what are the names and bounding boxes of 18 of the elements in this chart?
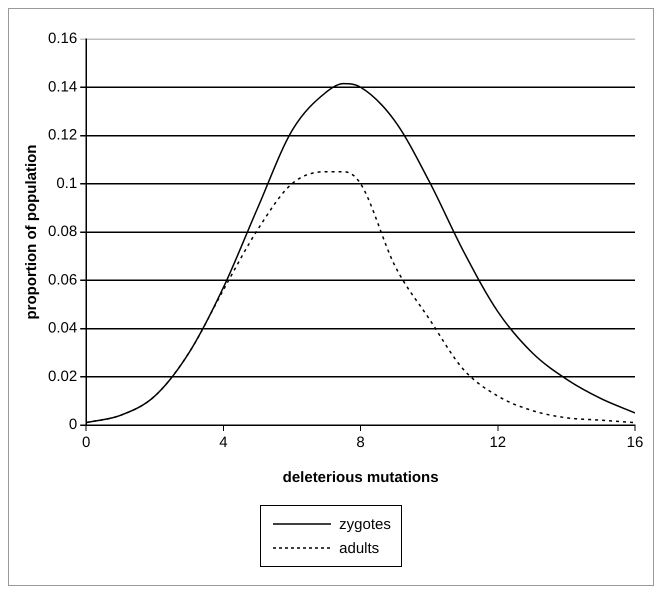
y-axis-title: proportion of population [23,144,40,320]
y-tick-label: 0.06 [48,271,78,288]
x-tick-label: 4 [219,434,228,452]
y-tick-label: 0.1 [56,174,78,192]
y-tick-label: 0 [68,416,78,434]
y-tick-label: 0.16 [48,30,78,48]
x-tick-label: 8 [356,434,365,452]
y-tick-label: 0.12 [48,126,78,144]
y-tick-label: 0.02 [48,368,78,385]
y-tick-label: 0.08 [48,223,78,240]
x-tick-label: 0 [82,434,90,452]
y-tick-label: 0.14 [48,78,78,96]
legend-label: adults [339,540,380,556]
x-axis-title: deleterious mutations [282,469,439,486]
x-tick-label: 12 [489,434,506,452]
x-tick-label: 16 [626,434,644,452]
y-tick-label: 0.04 [48,320,78,337]
legend-label: zygotes [339,516,391,532]
